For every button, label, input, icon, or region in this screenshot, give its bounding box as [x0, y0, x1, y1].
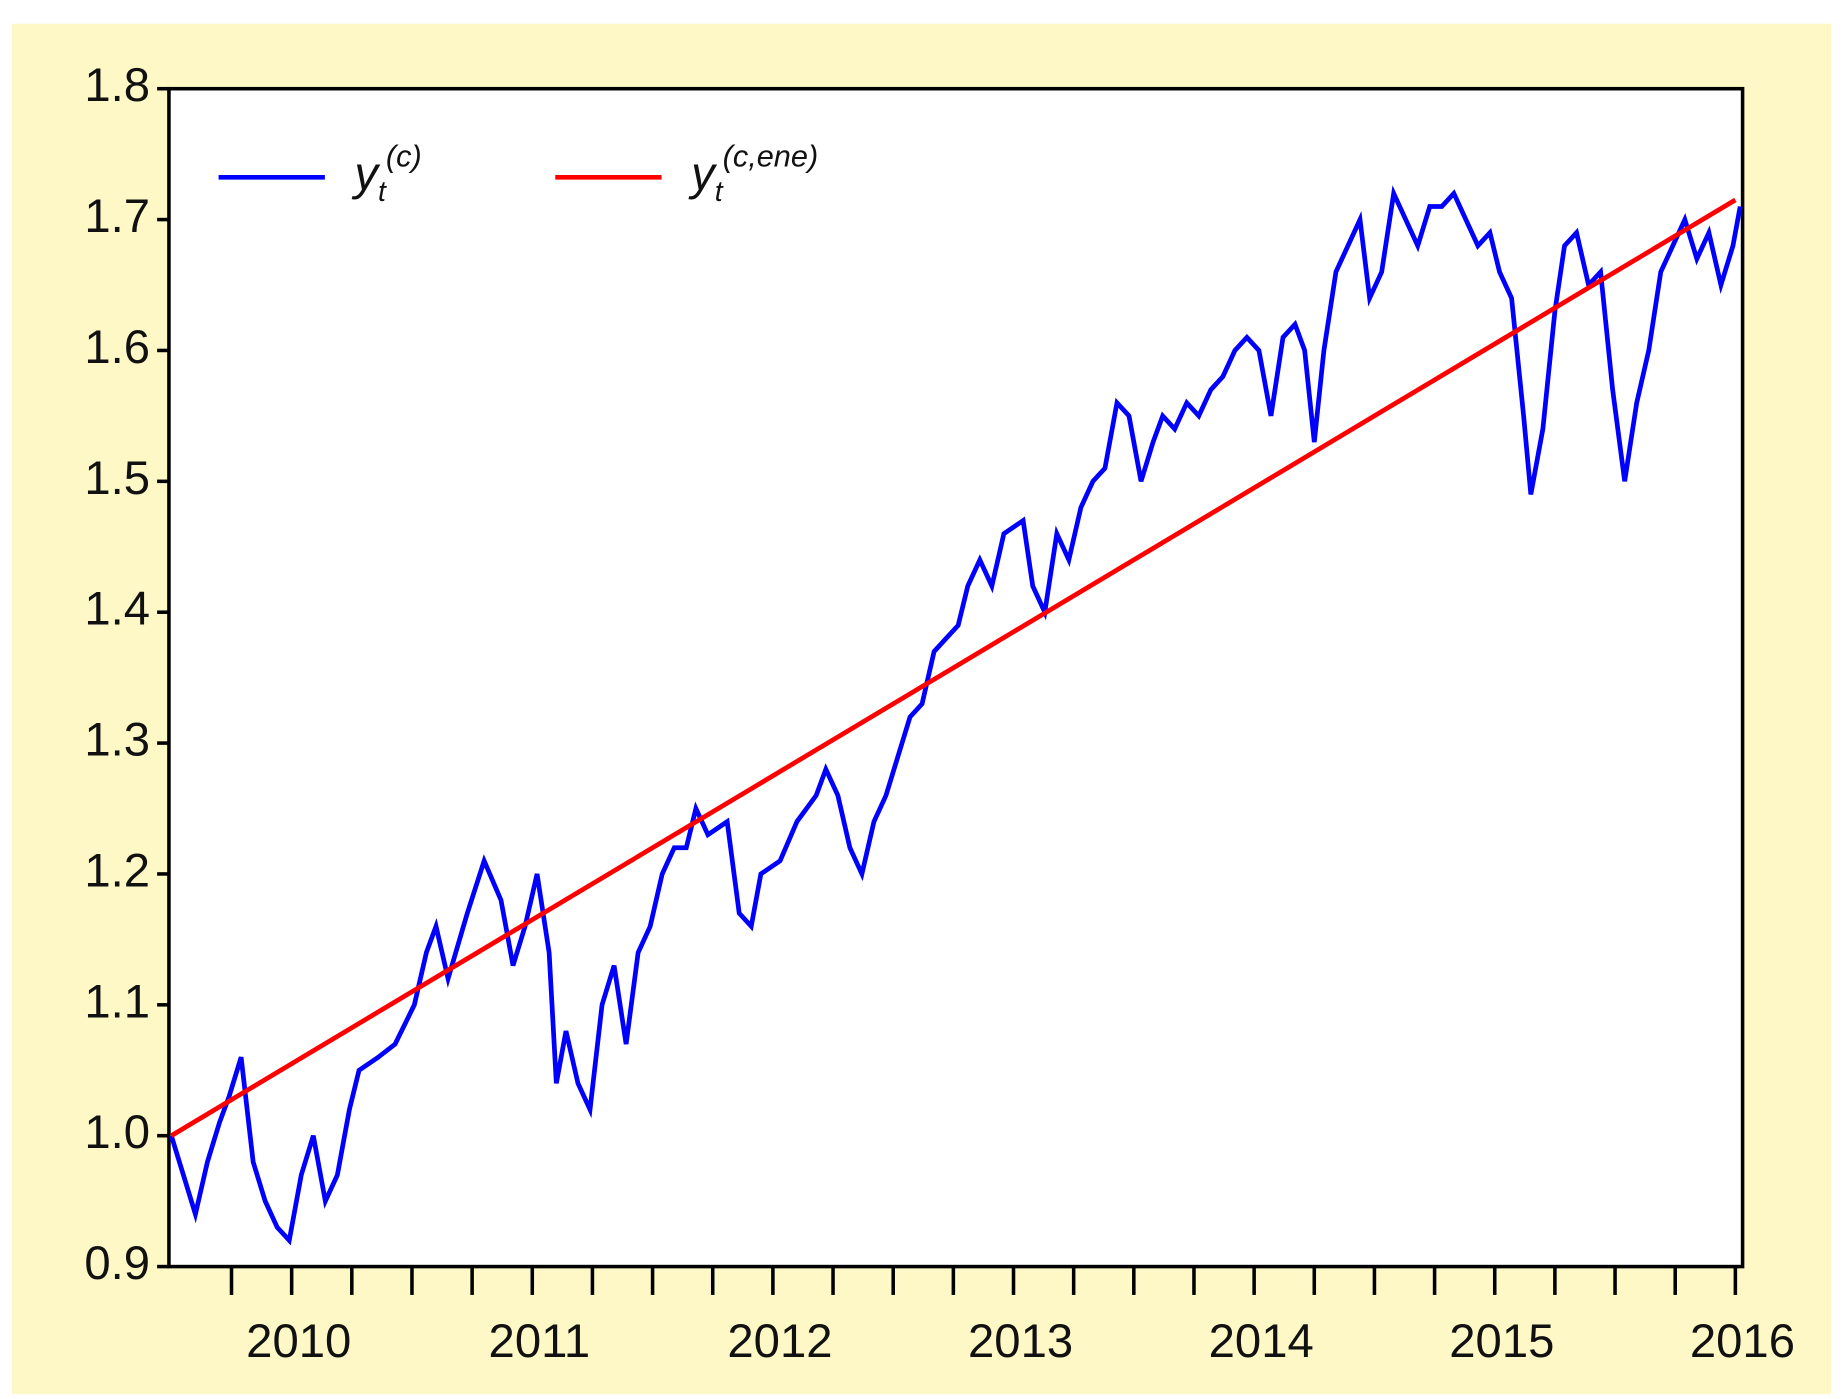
x-tick-label: 2014 — [1209, 1315, 1314, 1368]
y-tick-label: 1.2 — [84, 844, 150, 897]
y-tick-label: 1.5 — [84, 452, 150, 505]
legend-name: y — [351, 148, 380, 201]
legend-name-sup: (c,ene) — [723, 139, 819, 174]
x-tick-label: 2010 — [246, 1315, 351, 1368]
x-tick-label: 2013 — [968, 1315, 1073, 1368]
y-tick-label: 1.1 — [84, 975, 150, 1028]
x-tick-label: 2011 — [489, 1315, 591, 1368]
x-tick-label: 2012 — [727, 1315, 832, 1368]
plot-area — [167, 86, 1745, 1269]
y-tick-label: 1.0 — [84, 1106, 150, 1159]
legend-label: yt(c,ene) — [688, 139, 818, 209]
y-tick-label: 1.6 — [84, 321, 150, 374]
legend-label: yt(c) — [351, 139, 421, 209]
y-tick-label: 1.4 — [84, 583, 150, 636]
x-tick-label: 2016 — [1690, 1315, 1795, 1368]
legend-name-sub: t — [378, 176, 387, 208]
legend-name: y — [688, 148, 717, 201]
y-tick-label: 1.8 — [84, 59, 150, 112]
series-line — [169, 185, 1743, 1246]
series-line — [170, 197, 1737, 1138]
legend-name-sub: t — [715, 176, 724, 208]
y-tick-label: 1.7 — [84, 190, 150, 243]
y-tick-label: 0.9 — [84, 1237, 150, 1290]
legend-name-sup: (c) — [386, 139, 422, 174]
y-tick-label: 1.3 — [84, 714, 150, 767]
x-tick-label: 2015 — [1449, 1315, 1554, 1368]
